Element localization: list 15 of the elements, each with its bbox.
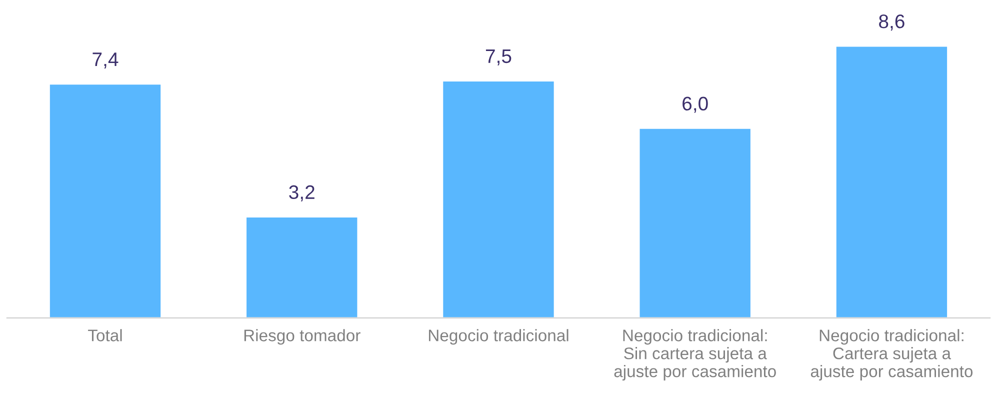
x-tick-label: Negocio tradicional: Sin cartera sujeta a ajuste por casamiento [614,329,776,381]
data-label: 7,4 [92,52,118,69]
bar [834,45,948,318]
data-label: 7,5 [486,50,512,66]
bar [245,216,359,318]
data-label: 6,0 [682,96,708,113]
x-tick-label: Negocio tradicional: Cartera sujeta a ajuste por casamiento [810,329,973,381]
x-tick-label: Riesgo tomador [244,329,360,345]
data-label: 8,6 [879,14,904,31]
bar [442,80,556,318]
x-tick-label: Negocio tradicional [428,329,568,345]
x-tick-label: Total [88,329,122,342]
bar [638,128,752,318]
bar [48,83,162,318]
data-label: 3,2 [289,185,314,202]
